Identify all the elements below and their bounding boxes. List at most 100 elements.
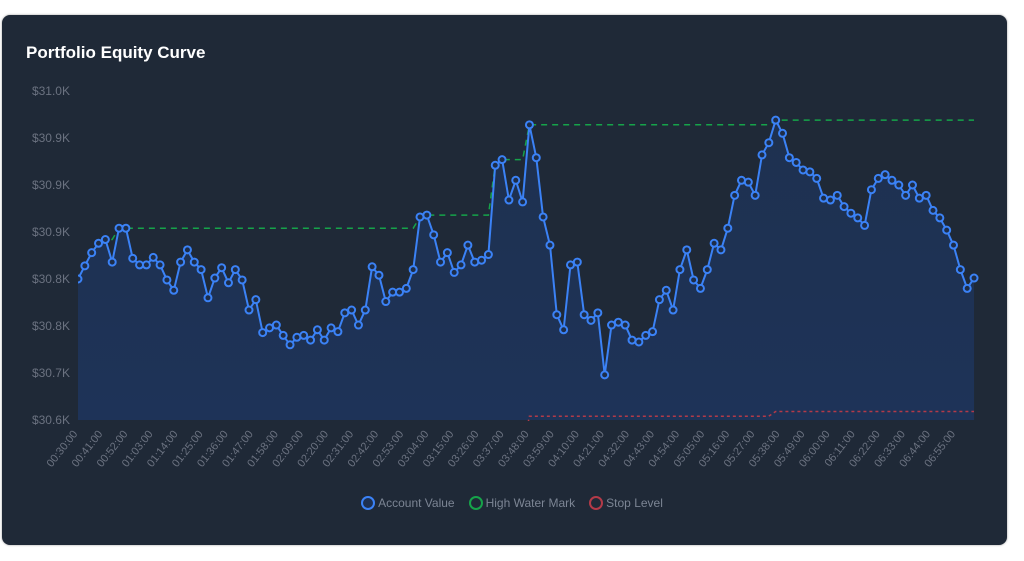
account-value-point (552, 310, 562, 320)
legend-swatch-high-water-mark (468, 496, 483, 510)
account-value-point (668, 305, 678, 315)
account-value-point (695, 283, 705, 293)
account-value-point (285, 340, 295, 350)
account-value-point (306, 335, 316, 345)
account-value-point (456, 260, 466, 270)
account-value-point (730, 190, 740, 200)
account-value-point (839, 202, 849, 212)
account-value-point (87, 248, 97, 258)
account-value-point (189, 257, 199, 267)
account-value-point (408, 265, 418, 275)
account-value-point (319, 335, 329, 345)
account-value-point (778, 128, 788, 138)
account-value-point (942, 225, 952, 235)
y-tick-label: $30.9K (32, 131, 70, 145)
legend: Account Value High Water Mark Stop Level (0, 496, 1024, 510)
account-value-point (353, 320, 363, 330)
account-value-point (141, 260, 151, 270)
account-value-point (347, 305, 357, 315)
account-value-point (217, 263, 227, 273)
account-value-point (107, 257, 117, 267)
legend-label-account-value: Account Value (378, 496, 455, 510)
x-axis: 00:30:0000:41:0000:52:0001:03:0001:14:00… (45, 428, 959, 469)
plot-area (78, 115, 979, 421)
account-value-point (518, 197, 528, 207)
account-value-point (299, 330, 309, 340)
account-value-point (531, 153, 541, 163)
account-value-point (223, 278, 233, 288)
account-value-point (805, 167, 815, 177)
account-value-point (524, 120, 534, 130)
account-value-point (436, 257, 446, 267)
legend-swatch-stop-level (589, 496, 604, 510)
account-value-point (237, 275, 247, 285)
account-value-point (812, 173, 822, 183)
account-value-point (210, 273, 220, 283)
account-value-point (579, 310, 589, 320)
account-value-point (572, 257, 582, 267)
account-value-point (750, 190, 760, 200)
account-value-point (641, 330, 651, 340)
legend-swatch-account-value (361, 496, 376, 510)
account-value-point (586, 315, 596, 325)
account-value-point (278, 330, 288, 340)
account-value-point (620, 320, 630, 330)
account-value-point (128, 253, 138, 263)
account-value-point (675, 265, 685, 275)
account-value-point (894, 180, 904, 190)
legend-label-high-water-mark: High Water Mark (485, 496, 576, 510)
chart-title: Portfolio Equity Curve (26, 43, 206, 62)
account-value-point (825, 195, 835, 205)
account-value-point (764, 138, 774, 148)
account-value-point (853, 213, 863, 223)
account-value-point (182, 245, 192, 255)
account-value-point (374, 270, 384, 280)
legend-item-high-water-mark[interactable]: High Water Mark (468, 496, 576, 510)
account-value-point (832, 190, 842, 200)
account-value-point (251, 295, 261, 305)
account-value-point (155, 260, 165, 270)
account-value-point (80, 261, 90, 271)
account-value-point (360, 305, 370, 315)
account-value-point (483, 250, 493, 260)
account-value-point (422, 210, 432, 220)
account-value-point (907, 180, 917, 190)
account-value-point (449, 267, 459, 277)
account-value-point (757, 150, 767, 160)
account-value-point (394, 287, 404, 297)
account-value-point (723, 223, 733, 233)
account-value-point (654, 295, 664, 305)
account-value-point (648, 327, 658, 337)
y-tick-label: $30.8K (32, 272, 70, 286)
account-value-point (771, 115, 781, 125)
account-value-point (176, 257, 186, 267)
account-value-point (709, 238, 719, 248)
account-value-point (169, 285, 179, 295)
account-value-point (230, 265, 240, 275)
account-value-point (504, 195, 514, 205)
y-axis: $31.0K $30.9K $30.9K $30.9K $30.8K $30.8K $30.… (32, 84, 70, 427)
account-value-point (545, 240, 555, 250)
account-value-point (497, 155, 507, 165)
account-value-point (928, 205, 938, 215)
legend-item-account-value[interactable]: Account Value (361, 496, 455, 510)
account-value-point (333, 327, 343, 337)
account-value-point (593, 308, 603, 318)
account-value-point (743, 177, 753, 187)
account-value-point (511, 175, 521, 185)
account-value-point (477, 255, 487, 265)
account-value-point (921, 190, 931, 200)
account-value-point (162, 275, 172, 285)
account-value-point (880, 170, 890, 180)
account-value-point (600, 370, 610, 380)
account-value-point (846, 208, 856, 218)
y-tick-label: $30.9K (32, 178, 70, 192)
account-value-point (682, 245, 692, 255)
y-tick-label: $30.7K (32, 366, 70, 380)
account-value-point (203, 293, 213, 303)
account-value-point (401, 283, 411, 293)
account-value-point (463, 240, 473, 250)
legend-item-stop-level[interactable]: Stop Level (589, 496, 663, 510)
account-value-point (702, 265, 712, 275)
account-value-point (955, 265, 965, 275)
